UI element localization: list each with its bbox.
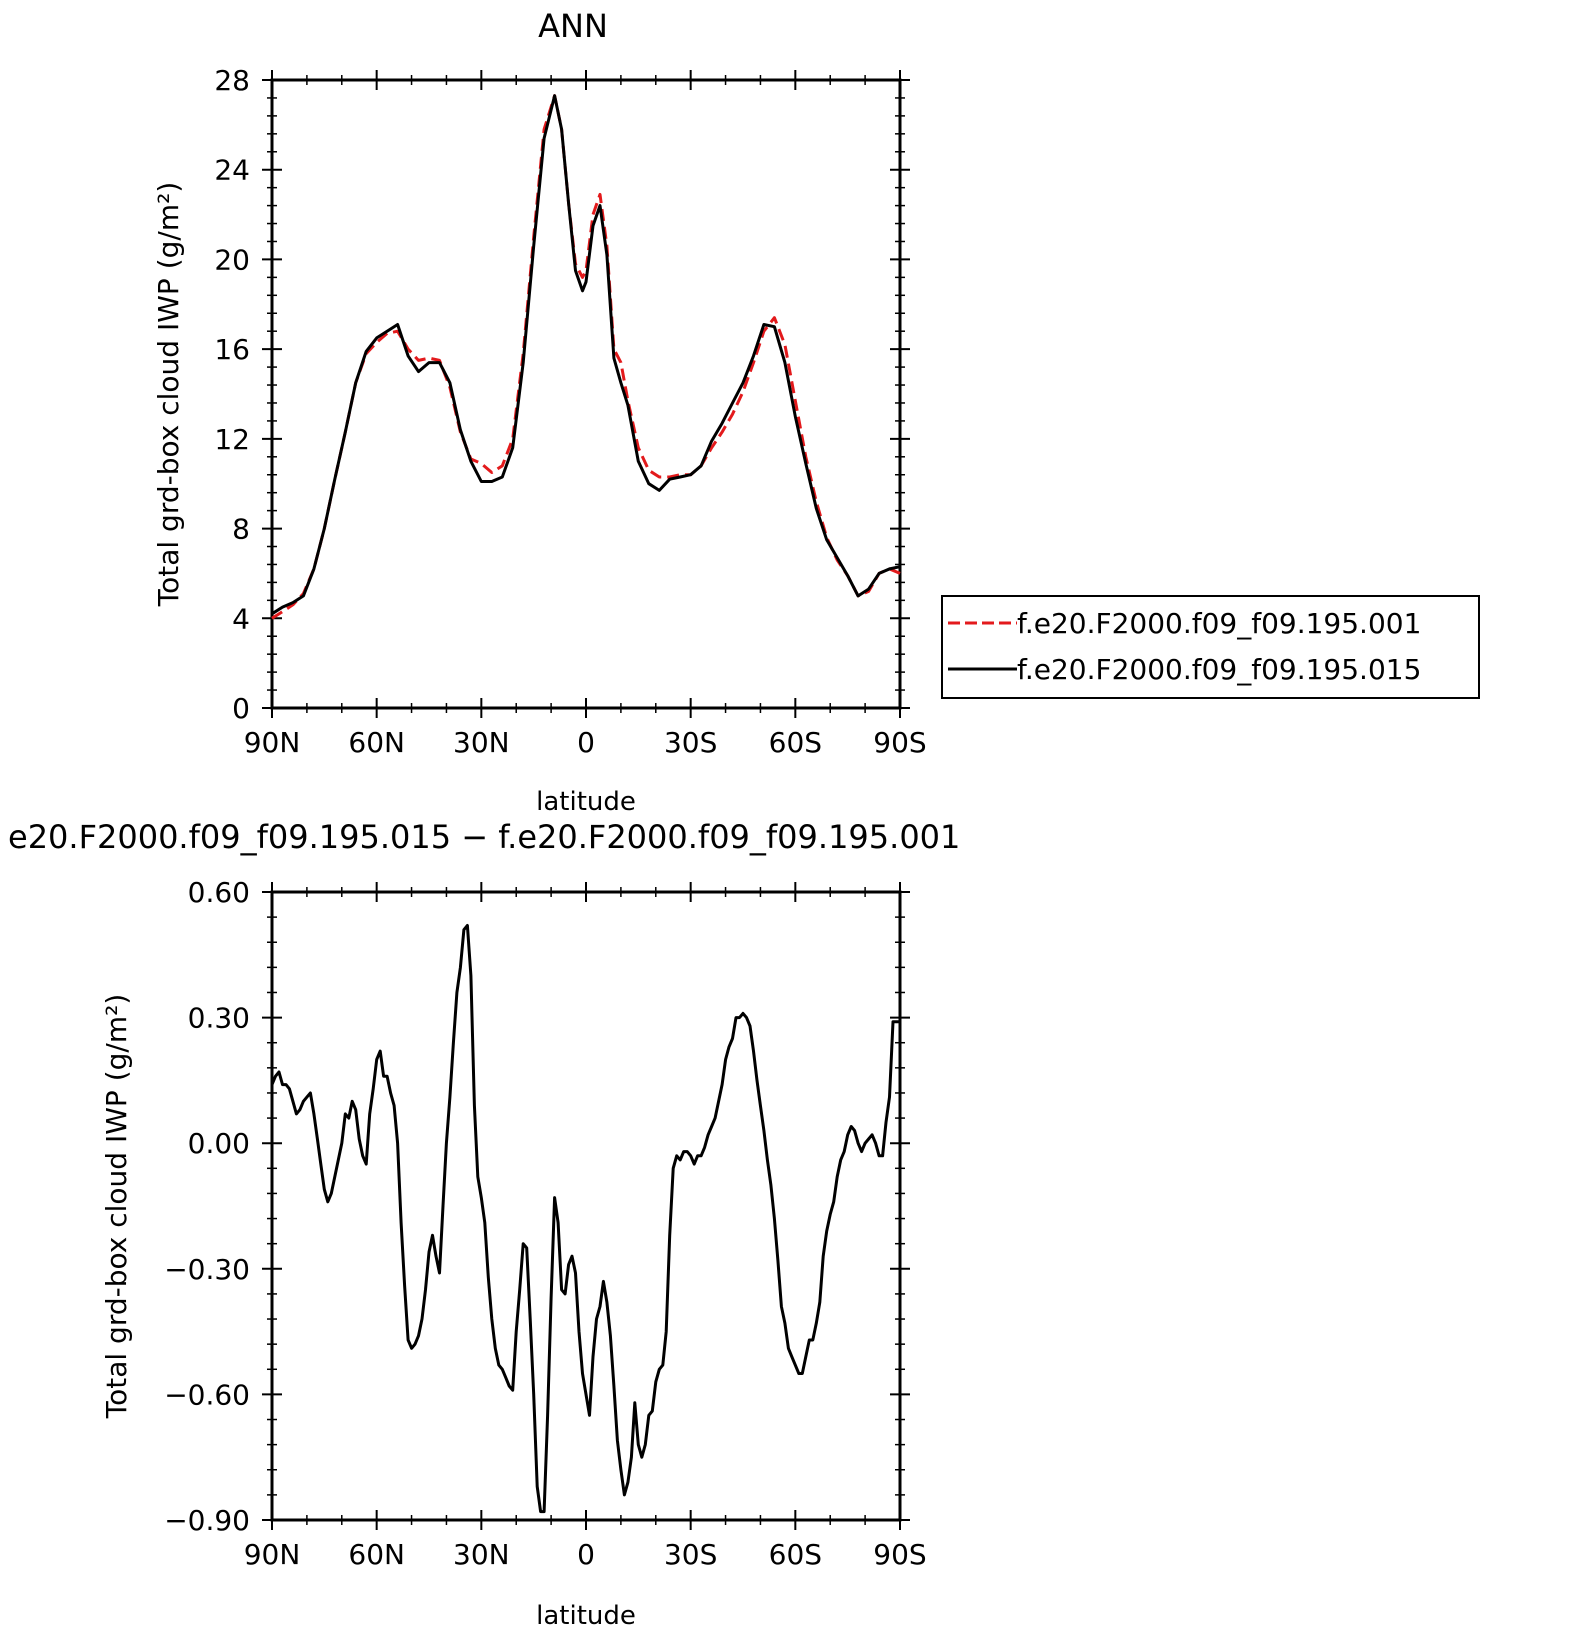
bottom-series-lines xyxy=(270,924,900,1514)
bottom-y-axis-label: Total grd-box cloud IWP (g/m²) xyxy=(100,994,133,1419)
bottom-plot-frame xyxy=(270,890,902,1522)
x-tick-label: 60S xyxy=(769,1538,822,1571)
legend-label-ctl: f.e20.F2000.f09_f09.195.015 xyxy=(1017,653,1421,686)
bottom-panel: e20.F2000.f09_f09.195.015 − f.e20.F2000.… xyxy=(8,818,960,1631)
top-x-tick-labels: 90N 60N 30N 0 30S 60S 90S xyxy=(244,726,927,759)
y-tick-label: 12 xyxy=(214,423,250,456)
bottom-y-tick-labels: 0.60 0.30 0.00 −0.30 −0.60 −0.90 xyxy=(164,876,250,1537)
x-tick-label: 30S xyxy=(664,726,717,759)
top-panel: ANN 0 4 8 12 16 20 24 28 90N 60N 30N 0 30S 60S 90S la… xyxy=(152,7,1480,817)
legend: f.e20.F2000.f09_f09.195.001 f.e20.F2000.… xyxy=(941,595,1480,699)
y-tick-label: 0.00 xyxy=(188,1127,250,1160)
top-panel-title: ANN xyxy=(538,7,608,45)
top-y-tick-labels: 0 4 8 12 16 20 24 28 xyxy=(214,64,250,725)
x-tick-label: 0 xyxy=(577,726,595,759)
series-line-0 xyxy=(270,924,900,1514)
bottom-x-axis-label: latitude xyxy=(536,1601,636,1631)
x-tick-label: 30N xyxy=(453,726,510,759)
x-tick-label: 90S xyxy=(873,726,926,759)
top-x-axis-label: latitude xyxy=(536,787,636,817)
y-tick-label: −0.60 xyxy=(164,1378,250,1411)
y-tick-label: 4 xyxy=(232,602,250,635)
y-tick-label: 16 xyxy=(214,333,250,366)
x-tick-label: 90N xyxy=(244,726,301,759)
x-tick-label: 60N xyxy=(348,726,405,759)
y-tick-label: 8 xyxy=(232,513,250,546)
legend-box xyxy=(941,595,1480,699)
y-tick-label: 0.30 xyxy=(188,1002,250,1035)
y-tick-label: 24 xyxy=(214,154,250,187)
x-tick-label: 90S xyxy=(873,1538,926,1571)
y-tick-label: 28 xyxy=(214,64,250,97)
top-plot-frame xyxy=(270,78,902,710)
legend-label-exp: f.e20.F2000.f09_f09.195.001 xyxy=(1017,607,1421,640)
top-y-axis-label: Total grd-box cloud IWP (g/m²) xyxy=(152,182,185,607)
x-tick-label: 60S xyxy=(769,726,822,759)
x-tick-label: 90N xyxy=(244,1538,301,1571)
series-line-1 xyxy=(271,94,901,616)
x-tick-label: 0 xyxy=(577,1538,595,1571)
series-line-0 xyxy=(271,94,901,620)
y-tick-label: 0 xyxy=(232,692,250,725)
y-tick-label: −0.30 xyxy=(164,1253,250,1286)
y-tick-label: 20 xyxy=(214,243,250,276)
y-tick-label: −0.90 xyxy=(164,1504,250,1537)
bottom-panel-title: e20.F2000.f09_f09.195.015 − f.e20.F2000.… xyxy=(8,818,960,856)
bottom-x-tick-labels: 90N 60N 30N 0 30S 60S 90S xyxy=(244,1538,927,1571)
top-tick-marks xyxy=(262,70,910,718)
bottom-tick-marks xyxy=(262,882,910,1530)
x-tick-label: 60N xyxy=(348,1538,405,1571)
x-tick-label: 30N xyxy=(453,1538,510,1571)
top-series-lines xyxy=(271,94,901,620)
y-tick-label: 0.60 xyxy=(188,876,250,909)
x-tick-label: 30S xyxy=(664,1538,717,1571)
